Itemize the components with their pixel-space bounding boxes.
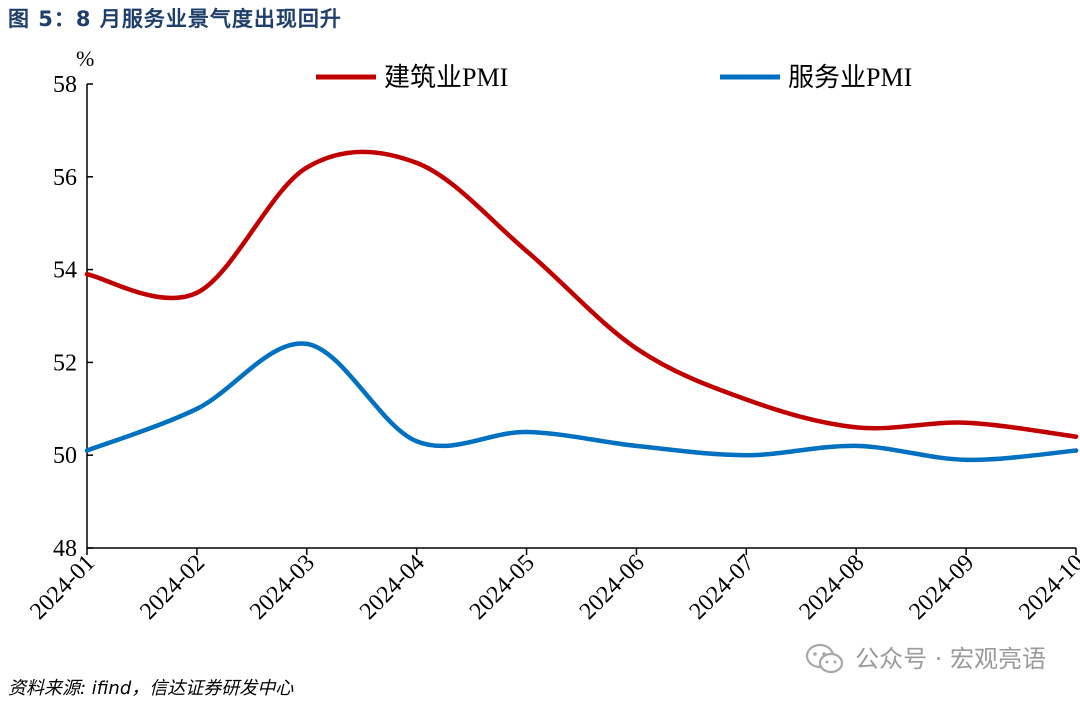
data-point <box>963 457 969 463</box>
legend: 建筑业PMI 服务业PMI <box>316 63 912 92</box>
data-point <box>84 448 90 453</box>
series-line-2 <box>84 341 1079 463</box>
data-point <box>854 443 859 449</box>
y-tick-label: 58 <box>53 72 77 98</box>
chart-axes <box>86 83 1077 555</box>
y-tick-label: 56 <box>53 165 77 191</box>
data-point <box>524 248 529 254</box>
figure-title: 图 5：8 月服务业景气度出现回升 <box>8 7 342 31</box>
data-point <box>1073 434 1079 439</box>
data-point <box>1073 448 1079 453</box>
legend-label: 服务业PMI <box>788 63 912 92</box>
data-point <box>744 453 749 458</box>
data-point <box>854 425 859 430</box>
data-point <box>304 165 309 170</box>
source-note: 资料来源: ifind，信达证券研发中心 <box>8 678 294 699</box>
data-point <box>414 439 419 444</box>
data-point <box>304 341 309 347</box>
data-point <box>963 420 969 425</box>
x-tick-label: 2024-10 <box>1014 550 1080 625</box>
x-tick-label: 2024-05 <box>465 550 540 625</box>
series-lines <box>84 149 1079 463</box>
x-tick-label: 2024-03 <box>245 550 320 625</box>
x-tick-label: 2024-06 <box>575 550 650 625</box>
x-tick-label: 2024-08 <box>795 550 870 625</box>
legend-label: 建筑业PMI <box>384 63 508 92</box>
series-line-1 <box>84 149 1079 439</box>
data-point <box>524 429 529 435</box>
data-point <box>634 443 639 449</box>
wechat-icon <box>806 643 844 674</box>
watermark-text: 公众号 · 宏观亮语 <box>855 645 1046 673</box>
data-point <box>84 272 90 277</box>
y-tick-label: 48 <box>53 536 77 562</box>
y-axis-unit: % <box>76 46 94 71</box>
data-point <box>194 290 200 295</box>
y-tick-labels: 48 50 52 54 56 58 <box>53 72 77 562</box>
data-point <box>634 346 639 351</box>
y-tick-label: 52 <box>53 350 77 376</box>
x-tick-label: 2024-04 <box>355 550 430 625</box>
watermark: 公众号 · 宏观亮语 <box>805 641 1046 677</box>
y-tick-label: 54 <box>53 258 77 284</box>
data-point <box>414 160 419 166</box>
x-tick-label: 2024-09 <box>904 550 979 625</box>
y-tick-label: 50 <box>53 443 77 469</box>
x-tick-labels: 2024-01 2024-02 2024-03 2024-04 2024-05 2024-… <box>25 550 1080 625</box>
data-point <box>744 397 749 402</box>
x-tick-label: 2024-02 <box>135 550 210 625</box>
x-tick-label: 2024-07 <box>685 550 760 625</box>
data-point <box>194 406 200 411</box>
